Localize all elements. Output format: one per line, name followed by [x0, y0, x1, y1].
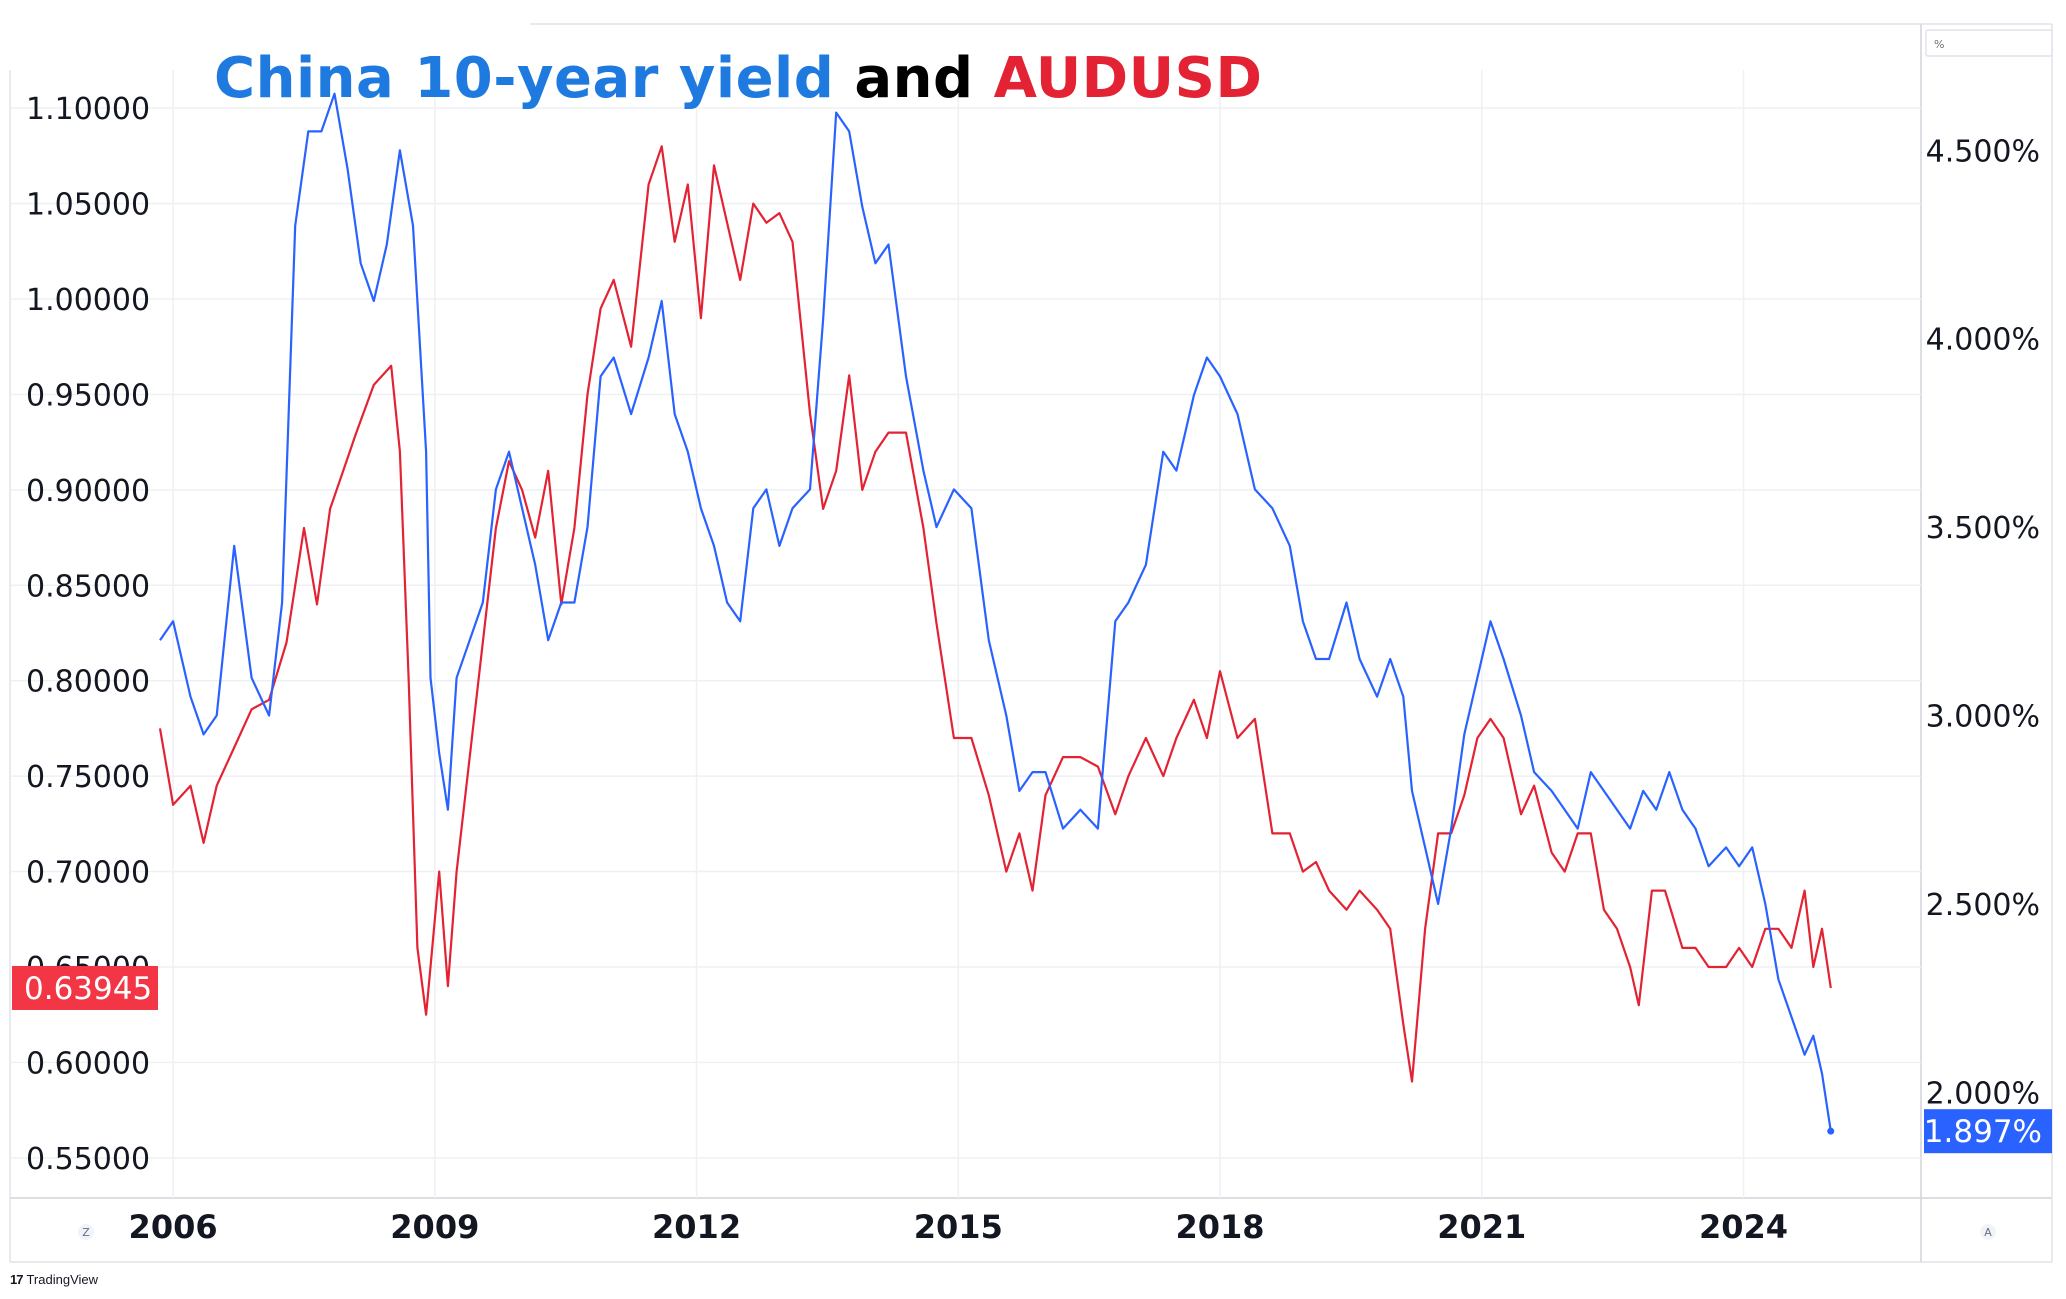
title-audusd: AUDUSD	[993, 46, 1263, 111]
series-layer	[158, 92, 1832, 1132]
series-line-audusd	[158, 145, 1832, 1083]
left-axis-tick-label: 0.90000	[26, 474, 150, 509]
tradingview-wordmark: TradingView	[26, 1272, 99, 1287]
china-yield-last-point	[1827, 1127, 1835, 1135]
left-axis-tick-label: 0.95000	[26, 378, 150, 413]
right-axis-tick-label: 2.000%	[1926, 1076, 2040, 1111]
left-axis-tick-label: 0.60000	[26, 1046, 150, 1081]
title-and: and	[854, 46, 974, 111]
right-axis-tick-label: 3.500%	[1926, 511, 2040, 546]
audusd-last-price-label: 0.63945	[24, 971, 152, 1007]
left-axis-tick-label: 0.70000	[26, 856, 150, 891]
tradingview-logo[interactable]: 17 TradingView	[10, 1272, 98, 1287]
left-axis-tick-label: 0.55000	[26, 1142, 150, 1177]
audusd-last-price-badge	[12, 965, 158, 1010]
left-axis-tick-label: 1.00000	[26, 283, 150, 318]
china-yield-last-price-badge	[1924, 1109, 2052, 1154]
left-axis-tick-label: 0.80000	[26, 665, 150, 700]
x-axis-tick-label: 2024	[1699, 1208, 1788, 1246]
x-axis-tick-label: 2006	[129, 1208, 218, 1246]
left-axis-tick-label: 0.85000	[26, 569, 150, 604]
x-axis-tick-label: 2009	[390, 1208, 479, 1246]
x-axis-tick-label: 2015	[914, 1208, 1003, 1246]
left-axis-tick-label: 0.75000	[26, 760, 150, 795]
series-line-china-yield	[159, 92, 1832, 1132]
x-axis-tick-label: 2012	[652, 1208, 741, 1246]
svg-text:A: A	[1984, 1226, 1992, 1239]
price-badges: 0.63945 1.897%	[12, 965, 2052, 1154]
left-axis-tick-label: 1.10000	[26, 92, 150, 127]
right-axis-tick-label: 4.000%	[1926, 323, 2040, 358]
chart-title: China 10-year yield and AUDUSD	[214, 46, 1262, 111]
grid-lines	[10, 70, 1921, 1198]
tradingview-mark-icon: 17	[10, 1272, 24, 1287]
left-scale-mode-button[interactable]: Z	[78, 1224, 94, 1240]
right-scale-mode-button[interactable]: A	[1980, 1224, 1996, 1240]
x-axis-tick-label: 2018	[1176, 1208, 1265, 1246]
title-china-yield: China 10-year yield	[214, 46, 835, 111]
china-yield-last-price-label: 1.897%	[1924, 1114, 2042, 1150]
axis-labels: 1.10000 1.05000 1.00000 0.95000 0.90000 0.850…	[26, 92, 2040, 1246]
left-axis-tick-label: 1.05000	[26, 188, 150, 223]
percent-scale-field[interactable]: %	[1925, 29, 2053, 57]
right-axis-tick-label: 3.000%	[1926, 700, 2040, 735]
svg-text:Z: Z	[82, 1226, 90, 1239]
svg-text:%: %	[1934, 38, 1944, 51]
right-axis-tick-label: 4.500%	[1926, 134, 2040, 169]
x-axis-tick-label: 2021	[1437, 1208, 1526, 1246]
right-axis-tick-label: 2.500%	[1926, 888, 2040, 923]
